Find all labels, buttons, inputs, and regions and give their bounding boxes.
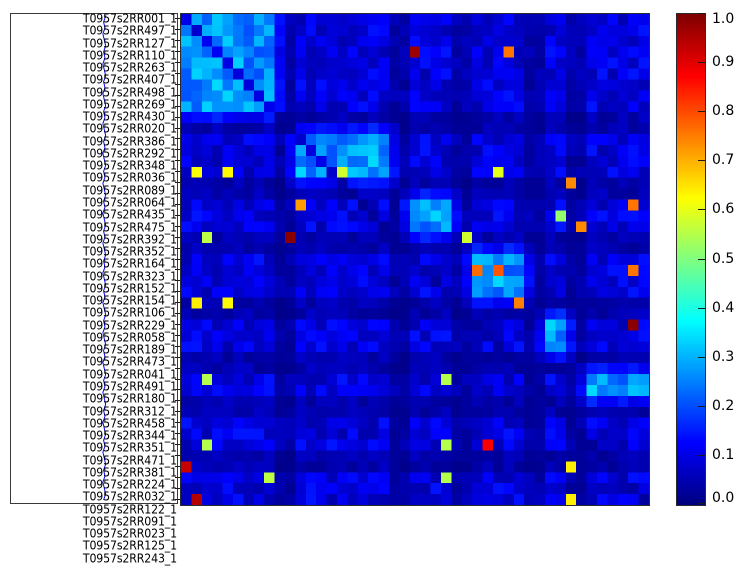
y-axis-tick [175, 258, 181, 260]
y-axis-tick [175, 29, 181, 31]
y-axis-tick [175, 160, 181, 162]
y-axis-tick [175, 94, 181, 96]
y-axis-tick [175, 465, 181, 467]
colorbar-tick-label: 0.4 [712, 299, 735, 316]
y-axis-tick [175, 389, 181, 391]
colorbar-tick-label: 0.7 [712, 152, 735, 169]
colorbar-tick [698, 209, 705, 211]
colorbar-tick-layer: 0.0 0.1 0.2 0.3 0.4 0.5 0.6 0.7 0.8 0.9 1.0 [676, 11, 746, 506]
colorbar-tick-label: 1.0 [712, 11, 735, 27]
colorbar-tick [698, 111, 705, 113]
colorbar-tick [698, 503, 705, 504]
colorbar-tick-label: 0.0 [712, 490, 735, 506]
heatmap-matrix [181, 14, 649, 505]
y-axis-tick [175, 214, 181, 216]
y-axis-tick [175, 323, 181, 325]
colorbar-tick [698, 356, 705, 358]
y-axis-tick [175, 356, 181, 358]
y-axis-tick [175, 291, 181, 293]
y-axis-tick [175, 378, 181, 380]
y-axis-tick [175, 193, 181, 195]
heatmap-plot-area [180, 13, 650, 506]
y-axis-tick [175, 40, 181, 42]
y-axis-tick [175, 83, 181, 85]
colorbar-tick-label: 0.1 [712, 446, 735, 463]
y-axis-tick [175, 443, 181, 445]
row-label: T0957s2RR125_1 [82, 538, 177, 554]
figure-canvas: T0957s2RR001_1 T0957s2RR497_1 T0957s2RR127… [10, 11, 746, 566]
y-axis-tick [175, 334, 181, 336]
row-dendrogram-panel [10, 13, 178, 504]
y-axis-tick [175, 18, 181, 20]
dendrogram-lines [102, 15, 107, 501]
colorbar [676, 13, 706, 506]
y-axis-tick [175, 182, 181, 184]
y-axis-tick [175, 116, 181, 118]
colorbar-tick [698, 405, 705, 407]
y-axis-tick [175, 62, 181, 64]
y-axis-tick [175, 476, 181, 478]
y-axis-tick [175, 345, 181, 347]
y-axis-tick [175, 149, 181, 151]
row-label: T0957s2RR122_1 [82, 501, 177, 517]
colorbar-tick [698, 13, 705, 14]
y-axis-tick [175, 400, 181, 402]
colorbar-tick-label: 0.3 [712, 348, 735, 365]
colorbar-tick [698, 160, 705, 162]
y-axis-tick [175, 454, 181, 456]
colorbar-tick-label: 0.2 [712, 397, 735, 414]
colorbar-tick-label: 0.6 [712, 201, 735, 218]
colorbar-tick [698, 454, 705, 456]
y-axis-tick [175, 203, 181, 205]
colorbar-tick-label: 0.8 [712, 103, 735, 120]
y-axis-tick [175, 367, 181, 369]
row-label: T0957s2RR091_1 [82, 514, 177, 529]
colorbar-tick [698, 307, 705, 309]
y-axis-tick [175, 105, 181, 107]
y-axis-tick [175, 422, 181, 424]
y-axis-tick [175, 236, 181, 238]
y-axis-ticks [174, 13, 181, 504]
y-axis-tick [175, 138, 181, 140]
y-axis-tick [175, 171, 181, 173]
y-axis-tick [175, 313, 181, 315]
y-axis-tick [175, 73, 181, 74]
colorbar-tick [698, 258, 705, 260]
y-axis-tick [175, 411, 181, 413]
colorbar-gradient [677, 14, 705, 505]
y-axis-tick [175, 225, 181, 227]
y-axis-tick [175, 51, 181, 53]
y-axis-tick [175, 127, 181, 129]
colorbar-tick [698, 62, 705, 64]
y-axis-tick [175, 433, 181, 435]
y-axis-tick [175, 498, 181, 500]
colorbar-tick-label: 0.9 [712, 54, 735, 71]
y-axis-tick [175, 280, 181, 282]
y-axis-tick [175, 247, 181, 249]
y-axis-tick [175, 269, 181, 271]
y-axis-tick [175, 302, 181, 304]
row-label: T0957s2RR243_1 [82, 550, 177, 566]
colorbar-tick-label: 0.5 [712, 250, 735, 267]
y-axis-tick [175, 487, 181, 489]
row-label: T0957s2RR023_1 [82, 526, 177, 541]
